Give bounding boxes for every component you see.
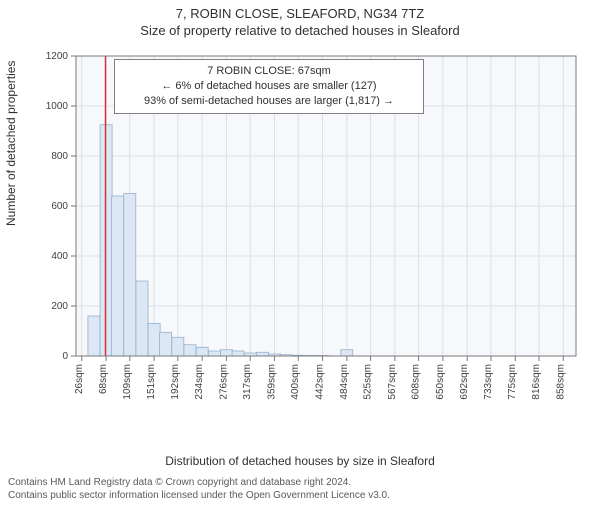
svg-text:200: 200 [51, 301, 68, 312]
svg-text:1000: 1000 [46, 101, 69, 112]
svg-text:567sqm: 567sqm [387, 364, 398, 400]
info-callout-box: 7 ROBIN CLOSE: 67sqm ← 6% of detached ho… [114, 59, 424, 114]
page-title: 7, ROBIN CLOSE, SLEAFORD, NG34 7TZ [0, 6, 600, 21]
svg-text:650sqm: 650sqm [435, 364, 446, 400]
svg-text:234sqm: 234sqm [194, 364, 205, 400]
svg-text:0: 0 [62, 351, 68, 362]
info-line-smaller: ← 6% of detached houses are smaller (127… [123, 79, 415, 94]
svg-text:816sqm: 816sqm [531, 364, 542, 400]
svg-text:317sqm: 317sqm [242, 364, 253, 400]
footer-attribution: Contains HM Land Registry data © Crown c… [8, 476, 390, 502]
svg-text:442sqm: 442sqm [315, 364, 326, 400]
svg-text:400sqm: 400sqm [290, 364, 301, 400]
info-line-property: 7 ROBIN CLOSE: 67sqm [123, 64, 415, 79]
y-axis-label: Number of detached properties [4, 61, 18, 226]
svg-text:400: 400 [51, 251, 68, 262]
info-line-larger: 93% of semi-detached houses are larger (… [123, 94, 415, 109]
svg-text:192sqm: 192sqm [170, 364, 181, 400]
svg-text:359sqm: 359sqm [266, 364, 277, 400]
svg-text:600: 600 [51, 201, 68, 212]
svg-text:109sqm: 109sqm [122, 364, 133, 400]
svg-text:68sqm: 68sqm [98, 364, 109, 394]
svg-text:608sqm: 608sqm [411, 364, 422, 400]
svg-text:858sqm: 858sqm [555, 364, 566, 400]
x-axis-label: Distribution of detached houses by size … [0, 454, 600, 468]
svg-text:733sqm: 733sqm [483, 364, 494, 400]
svg-text:525sqm: 525sqm [363, 364, 374, 400]
svg-text:276sqm: 276sqm [218, 364, 229, 400]
svg-text:26sqm: 26sqm [74, 364, 85, 394]
footer-line-2: Contains public sector information licen… [8, 489, 390, 502]
footer-line-1: Contains HM Land Registry data © Crown c… [8, 476, 390, 489]
svg-text:1200: 1200 [46, 52, 69, 62]
svg-text:484sqm: 484sqm [339, 364, 350, 400]
svg-text:775sqm: 775sqm [507, 364, 518, 400]
svg-text:692sqm: 692sqm [459, 364, 470, 400]
page-subtitle: Size of property relative to detached ho… [0, 23, 600, 38]
svg-text:151sqm: 151sqm [146, 364, 157, 400]
svg-text:800: 800 [51, 151, 68, 162]
